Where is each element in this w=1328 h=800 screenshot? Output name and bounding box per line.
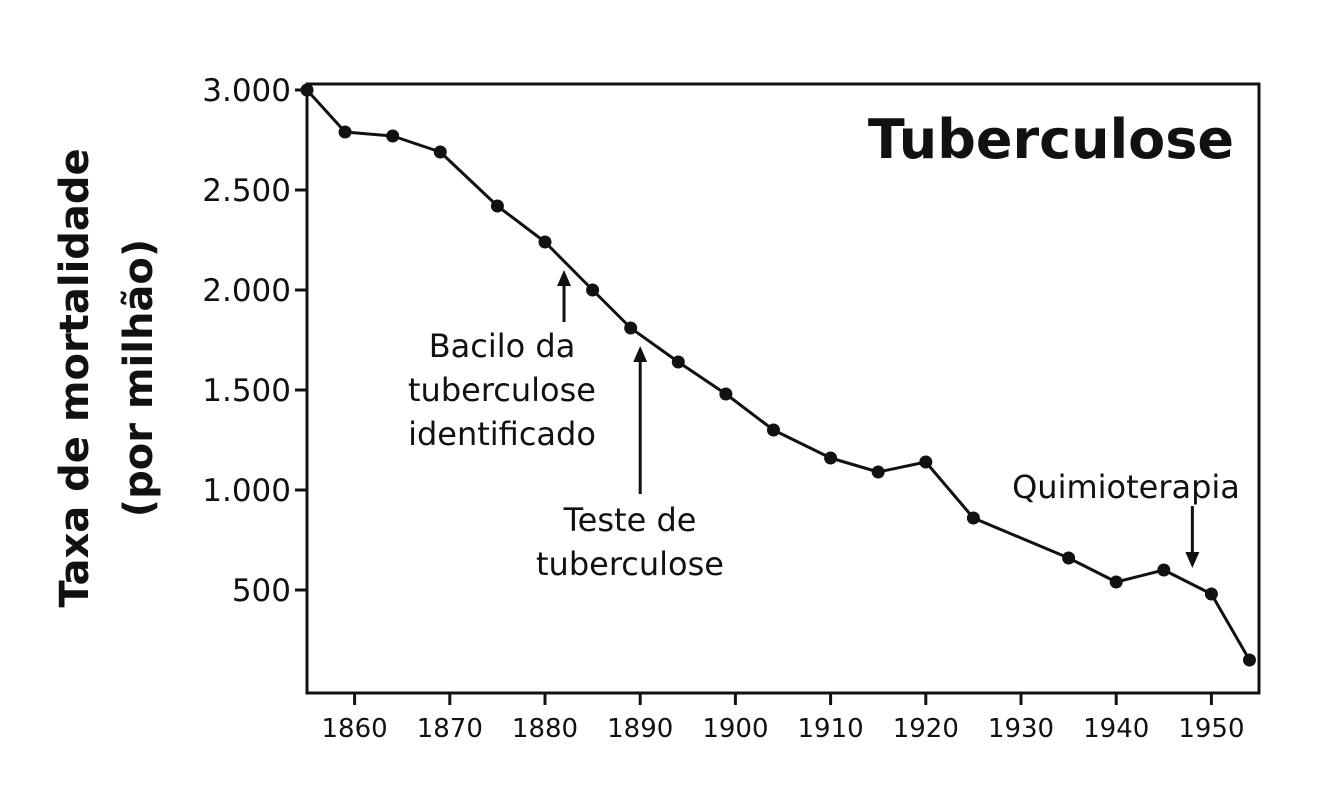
annotation-bacilo-line-1: Bacilo da bbox=[429, 327, 576, 365]
y-tick-label: 3.000 bbox=[202, 73, 291, 109]
x-tick-label: 1860 bbox=[322, 714, 388, 744]
x-tick-label: 1950 bbox=[1178, 714, 1244, 744]
y-tick-label: 2.500 bbox=[202, 173, 291, 209]
data-point bbox=[586, 283, 600, 297]
x-tick-label: 1880 bbox=[512, 714, 578, 744]
x-tick-label: 1930 bbox=[988, 714, 1054, 744]
annotation-quimioterapia-arrowhead bbox=[1185, 552, 1200, 568]
series-group bbox=[300, 83, 1256, 667]
data-point bbox=[966, 511, 980, 525]
x-tick-label: 1940 bbox=[1083, 714, 1149, 744]
data-point bbox=[824, 451, 838, 465]
data-point bbox=[719, 387, 733, 401]
y-tick-label: 500 bbox=[232, 573, 291, 609]
data-point bbox=[300, 83, 314, 97]
data-point bbox=[433, 145, 447, 159]
data-point bbox=[1109, 575, 1123, 589]
annotation-teste-line-1: Teste de bbox=[563, 501, 697, 539]
data-point bbox=[919, 455, 933, 469]
y-axis-title-line-1: Taxa de mortalidade bbox=[52, 148, 98, 607]
y-tick-label: 1.500 bbox=[202, 373, 291, 409]
x-tick-label: 1910 bbox=[798, 714, 864, 744]
x-tick-label: 1890 bbox=[607, 714, 673, 744]
y-axis: 3.000 2.500 2.000 1.500 1.000 500 bbox=[202, 73, 307, 609]
data-point bbox=[386, 129, 400, 143]
data-point bbox=[1062, 551, 1076, 565]
data-point bbox=[338, 125, 352, 139]
data-point bbox=[671, 355, 685, 369]
data-point bbox=[490, 199, 504, 213]
series-line bbox=[305, 88, 1251, 661]
annotation-bacilo-arrowhead bbox=[557, 270, 572, 286]
data-point bbox=[624, 321, 638, 335]
annotation-bacilo: Bacilo da tuberculose identificado bbox=[408, 270, 596, 453]
x-tick-label: 1900 bbox=[702, 714, 768, 744]
annotation-bacilo-line-2: tuberculose bbox=[408, 371, 596, 409]
x-tick-label: 1920 bbox=[893, 714, 959, 744]
x-axis: 1860 1870 1880 1890 1900 1910 1920 1930 1940 1950 bbox=[322, 693, 1244, 744]
annotation-quimioterapia: Quimioterapia bbox=[1012, 468, 1240, 568]
data-point bbox=[766, 423, 780, 437]
data-point bbox=[1157, 563, 1171, 577]
chart-title: Tuberculose bbox=[868, 108, 1234, 171]
annotation-teste: Teste de tuberculose bbox=[536, 346, 724, 583]
y-tick-label: 2.000 bbox=[202, 273, 291, 309]
annotation-bacilo-line-3: identificado bbox=[408, 415, 596, 453]
annotation-quimioterapia-line-1: Quimioterapia bbox=[1012, 468, 1240, 506]
x-tick-label: 1870 bbox=[417, 714, 483, 744]
annotation-teste-line-2: tuberculose bbox=[536, 545, 724, 583]
y-axis-title-line-2: (por milhão) bbox=[116, 239, 162, 517]
data-point bbox=[1242, 653, 1256, 667]
data-point bbox=[1204, 587, 1218, 601]
y-tick-label: 1.000 bbox=[202, 473, 291, 509]
data-point bbox=[538, 235, 552, 249]
data-point bbox=[871, 465, 885, 479]
annotation-teste-arrowhead bbox=[633, 346, 648, 362]
